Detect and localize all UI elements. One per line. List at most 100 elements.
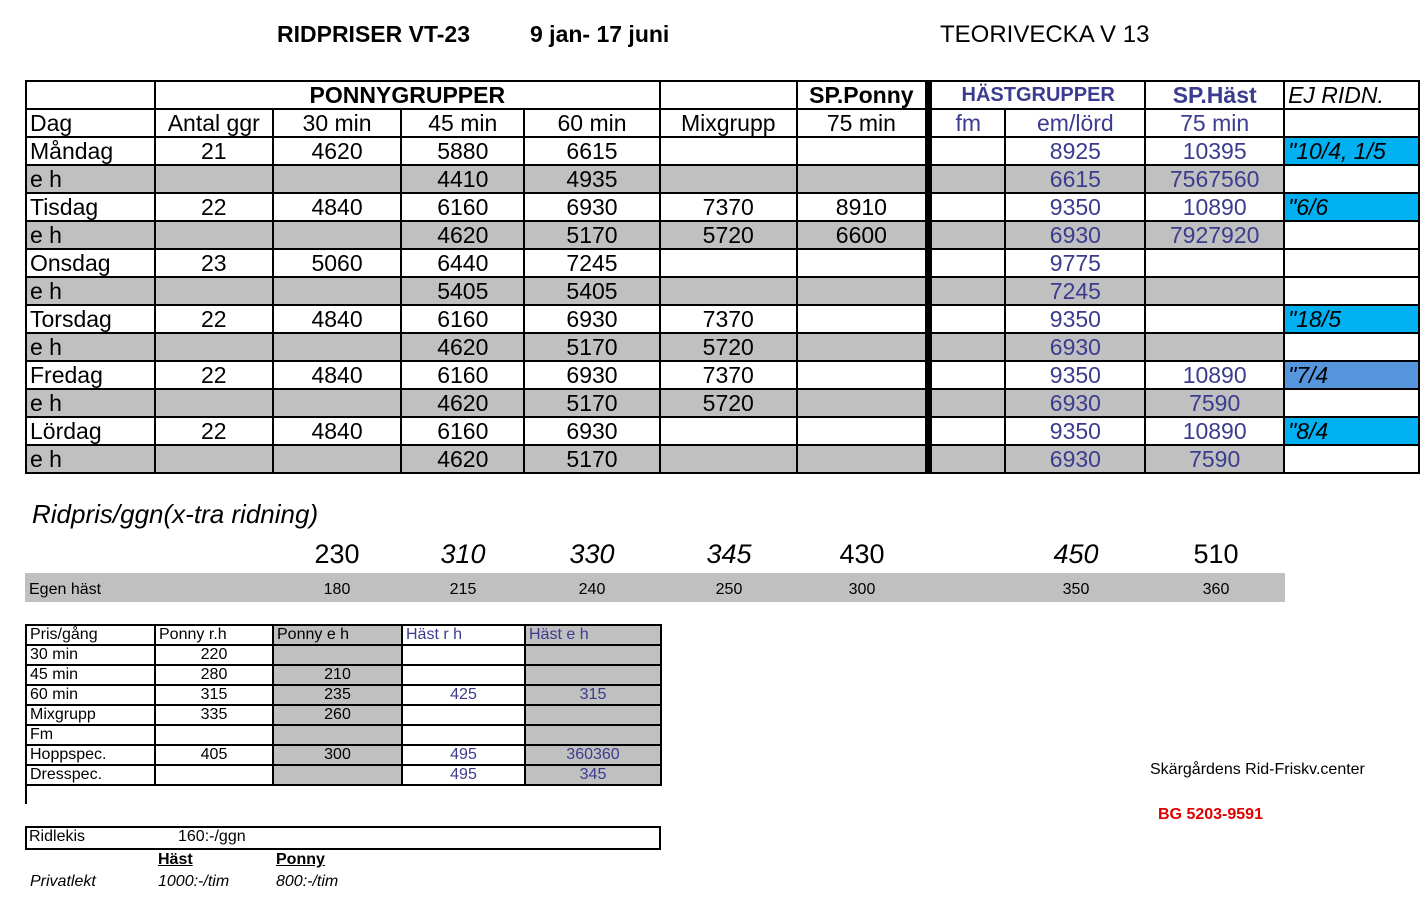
no-riding-dates: "6/6 <box>1283 192 1420 222</box>
price-cell <box>524 724 662 746</box>
price-row: Mixgrupp 335 260 <box>25 704 662 726</box>
price-cell <box>272 764 403 786</box>
evening-row: e h 4620 5170 5720 6930 7590 <box>25 388 1420 418</box>
price-cell: 335 <box>154 704 274 726</box>
group-header <box>658 80 798 110</box>
price-cell <box>795 136 933 166</box>
price-cell: 4620 <box>400 332 526 362</box>
extra-ride-price: 510 <box>1193 539 1239 569</box>
price-cell <box>795 164 933 194</box>
price-cell <box>795 332 933 362</box>
price-cell: 22 <box>153 304 274 334</box>
own-horse-price: 350 <box>1062 581 1090 598</box>
ridlekis-label: Ridlekis <box>29 828 86 845</box>
day-cell: Torsdag <box>25 304 156 334</box>
extra-ride-price: 310 <box>440 539 486 569</box>
extra-ride-price: 345 <box>706 539 752 569</box>
no-riding-dates <box>1283 276 1420 306</box>
extra-ride-price: 450 <box>1053 539 1099 569</box>
price-cell: 280 <box>154 664 274 686</box>
price-cell: 6160 <box>400 360 526 390</box>
no-riding-dates <box>1283 164 1420 194</box>
no-riding-dates: "10/4, 1/5 <box>1283 136 1420 166</box>
lesson-type: Hoppspec. <box>25 744 156 766</box>
group-header-row: PONNYGRUPPER SP.Ponny HÄSTGRUPPER SP.Häst EJ… <box>25 80 1420 110</box>
price-cell <box>154 724 274 746</box>
price-cell: 4935 <box>523 164 661 194</box>
day-cell: Onsdag <box>25 248 156 278</box>
evening-row: e h 5405 5405 7245 <box>25 276 1420 306</box>
column-header: 45 min <box>400 108 526 138</box>
evening-row: e h 4620 5170 5720 6600 6930 7927920 <box>25 220 1420 250</box>
price-cell: 210 <box>272 664 403 686</box>
no-riding-dates <box>1283 388 1420 418</box>
evening-row: e h 4620 5170 6930 7590 <box>25 444 1420 474</box>
price-cell <box>927 304 1007 334</box>
price-cell: 8910 <box>795 192 933 222</box>
price-cell: 21 <box>153 136 274 166</box>
blank-row <box>25 785 661 804</box>
own-horse-band <box>25 573 1285 602</box>
column-header: Häst e h <box>524 624 662 646</box>
price-cell: 4410 <box>400 164 526 194</box>
no-riding-dates: "7/4 <box>1283 360 1420 390</box>
column-header: Antal ggr <box>153 108 274 138</box>
per-session-price-table: Pris/gång Ponny r.h Ponny e h Häst r h Häst … <box>25 624 662 804</box>
price-cell <box>271 164 403 194</box>
day-cell: Fredag <box>25 360 156 390</box>
price-cell <box>658 136 798 166</box>
column-header: 60 min <box>523 108 661 138</box>
price-cell: 4620 <box>400 220 526 250</box>
extra-ride-label: Ridpris/ggn(x-tra ridning) <box>32 499 319 529</box>
price-header-row: Pris/gång Ponny r.h Ponny e h Häst r h Häst … <box>25 624 662 646</box>
price-cell: 315 <box>154 684 274 706</box>
price-cell <box>271 276 403 306</box>
no-riding-dates <box>1283 220 1420 250</box>
day-cell: e h <box>25 332 156 362</box>
price-row: 30 min 220 <box>25 644 662 666</box>
group-header: EJ RIDN. <box>1283 80 1420 110</box>
price-cell: 5170 <box>523 388 661 418</box>
price-cell: 6600 <box>795 220 933 250</box>
private-pony-heading: Ponny <box>276 851 325 868</box>
price-cell: 300 <box>272 744 403 766</box>
price-cell <box>524 664 662 686</box>
theory-week: TEORIVECKA V 13 <box>940 21 1150 48</box>
price-cell <box>927 164 1007 194</box>
own-horse-price: 360 <box>1202 581 1230 598</box>
column-header: 75 min <box>1144 108 1286 138</box>
price-cell <box>927 136 1007 166</box>
price-cell <box>401 664 526 686</box>
price-cell <box>927 416 1007 446</box>
price-cell: 6930 <box>523 304 661 334</box>
extra-ride-price: 330 <box>569 539 615 569</box>
price-cell: 7245 <box>523 248 661 278</box>
price-cell: 4620 <box>400 444 526 474</box>
price-cell <box>524 644 662 666</box>
price-cell <box>795 388 933 418</box>
day-cell: Tisdag <box>25 192 156 222</box>
price-cell: 10890 <box>1144 416 1286 446</box>
private-pony-price: 800:-/tim <box>276 873 339 890</box>
own-horse-price: 215 <box>449 581 477 598</box>
price-cell: 360360 <box>524 744 662 766</box>
price-cell <box>1144 276 1286 306</box>
price-cell <box>927 276 1007 306</box>
price-cell <box>795 360 933 390</box>
private-horse-price: 1000:-/tim <box>158 873 230 890</box>
column-header: Ponny e h <box>272 624 403 646</box>
price-cell: 7927920 <box>1144 220 1286 250</box>
column-header-row: Dag Antal ggr 30 min 45 min 60 min Mixgrupp 75… <box>25 108 1420 138</box>
price-cell: 315 <box>524 684 662 706</box>
price-cell <box>927 444 1007 474</box>
price-cell: 7245 <box>1004 276 1147 306</box>
column-header: 75 min <box>795 108 933 138</box>
price-cell: 10890 <box>1144 192 1286 222</box>
period: 9 jan- 17 juni <box>530 21 670 47</box>
day-row: Torsdag 22 4840 6160 6930 7370 9350 "18/5 <box>25 304 1420 334</box>
own-horse-price: 240 <box>578 581 606 598</box>
price-cell <box>927 360 1007 390</box>
day-cell: e h <box>25 164 156 194</box>
day-row: Onsdag 23 5060 6440 7245 9775 <box>25 248 1420 278</box>
price-cell <box>795 416 933 446</box>
